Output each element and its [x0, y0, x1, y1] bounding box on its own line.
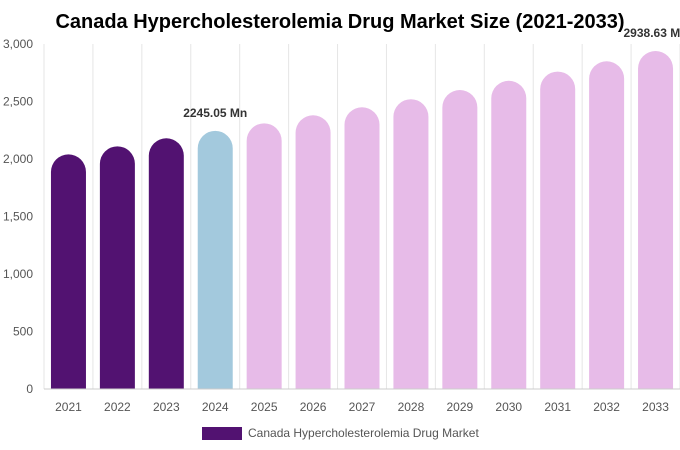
bar[interactable]: [442, 90, 478, 389]
y-tick-label: 500: [13, 325, 33, 339]
data-label: 2938.63 Mn: [624, 26, 680, 40]
x-tick-label: 2033: [642, 400, 669, 414]
bar[interactable]: [246, 123, 282, 389]
bars: [50, 51, 674, 390]
x-tick-label: 2027: [349, 400, 376, 414]
x-tick-label: 2023: [153, 400, 180, 414]
x-tick-label: 2028: [398, 400, 425, 414]
bar[interactable]: [491, 80, 527, 390]
y-tick-label: 2,500: [3, 95, 33, 109]
x-tick-label: 2032: [593, 400, 620, 414]
x-axis: 2021 2022 2023 2024 2025 2026 2027 2028 2029 2030…: [44, 388, 680, 414]
legend-label: Canada Hypercholesterolemia Drug Market: [248, 426, 479, 440]
y-tick-label: 1,500: [3, 210, 33, 224]
bar[interactable]: [295, 115, 331, 390]
y-tick-label: 3,000: [3, 37, 33, 51]
bar[interactable]: [344, 107, 380, 389]
y-tick-label: 2,000: [3, 152, 33, 166]
legend-swatch: [202, 427, 242, 440]
x-tick-label: 2030: [495, 400, 522, 414]
y-tick-label: 1,000: [3, 267, 33, 281]
bar[interactable]: [393, 99, 429, 389]
bar[interactable]: [540, 71, 576, 389]
x-tick-label: 2024: [202, 400, 229, 414]
bar[interactable]: [197, 130, 233, 389]
bar[interactable]: [638, 51, 674, 389]
y-tick-label: 0: [26, 382, 33, 396]
x-tick-label: 2021: [55, 400, 82, 414]
data-label: 2245.05 Mn: [183, 106, 247, 120]
grid: [43, 44, 680, 389]
legend[interactable]: Canada Hypercholesterolemia Drug Market: [202, 426, 479, 440]
data-labels: 2245.05 Mn 2938.63 Mn: [183, 26, 680, 120]
x-tick-label: 2031: [544, 400, 571, 414]
x-tick-label: 2022: [104, 400, 131, 414]
bar[interactable]: [99, 146, 135, 389]
y-axis: 0 500 1,000 1,500 2,000 2,500 3,000: [3, 37, 45, 396]
bar[interactable]: [589, 61, 625, 389]
x-tick-label: 2026: [300, 400, 327, 414]
chart-title: Canada Hypercholesterolemia Drug Market …: [55, 11, 624, 33]
bar[interactable]: [50, 154, 86, 389]
x-tick-label: 2029: [446, 400, 473, 414]
bar[interactable]: [148, 138, 184, 389]
x-tick-label: 2025: [251, 400, 278, 414]
